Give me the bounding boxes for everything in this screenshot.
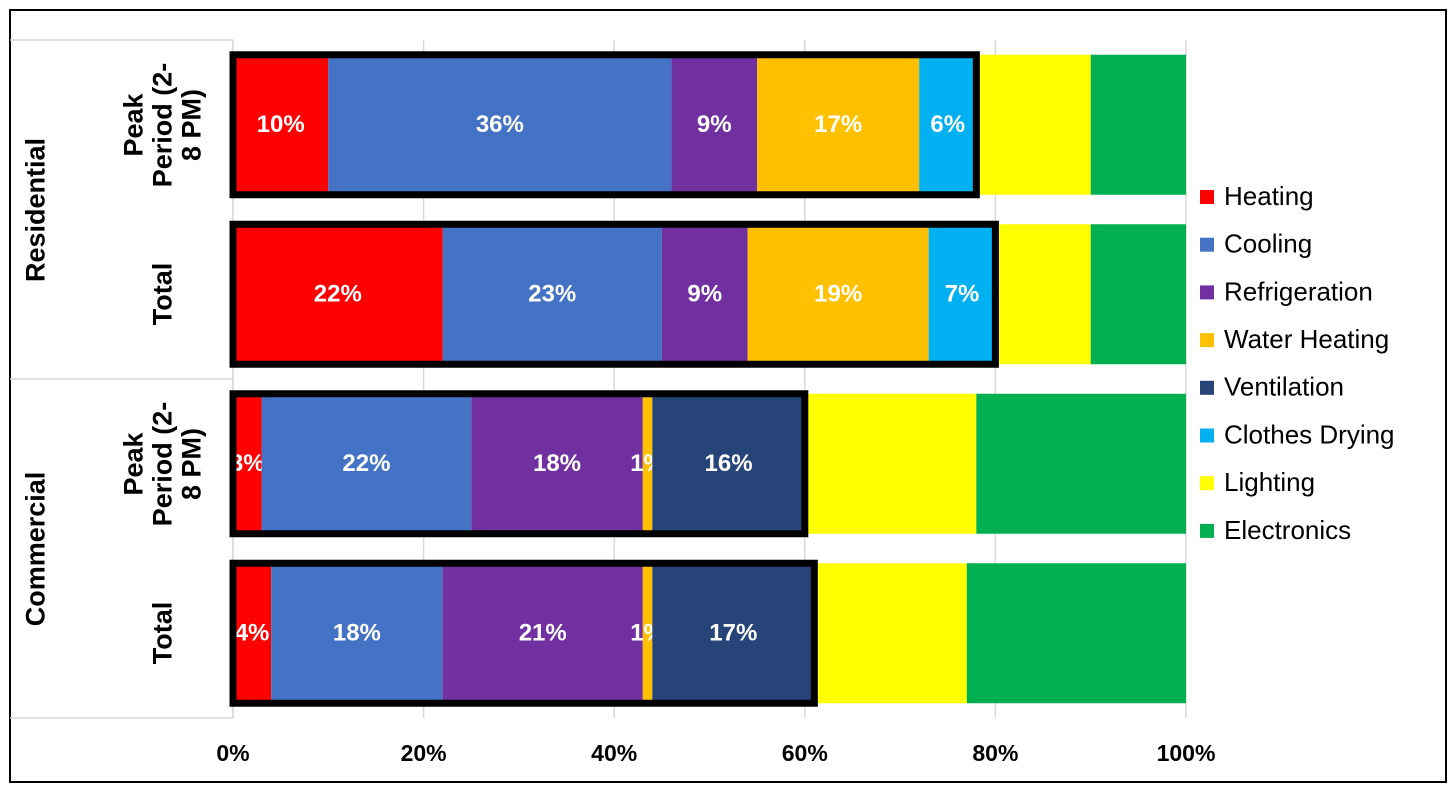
bar-segment [976, 54, 1091, 195]
bar-segment [1090, 224, 1186, 365]
legend-label: Cooling [1224, 229, 1312, 259]
highlight-outline [229, 51, 980, 199]
legend-label: Lighting [1224, 467, 1315, 497]
legend-label: Ventilation [1224, 372, 1344, 402]
legend-swatch [1200, 285, 1214, 300]
legend-swatch [1200, 333, 1214, 348]
data-label: 6% [930, 111, 965, 138]
x-tick-label: 100% [1157, 740, 1216, 766]
data-label: 22% [342, 450, 390, 477]
data-label: 10% [257, 111, 305, 138]
legend-label: Clothes Drying [1224, 419, 1395, 449]
legend-label: Electronics [1224, 515, 1351, 545]
group-label: Commercial [20, 471, 51, 626]
bar-segment [661, 224, 748, 365]
data-label: 17% [709, 620, 757, 647]
bar-segment [919, 54, 977, 195]
bar-segment [757, 54, 920, 195]
bar-segment [652, 393, 805, 534]
bar-segment [671, 54, 758, 195]
legend-swatch [1200, 380, 1214, 395]
bar-segment [233, 54, 329, 195]
highlight-outline [229, 220, 999, 368]
data-label: 18% [533, 450, 581, 477]
bar-segment [966, 563, 1186, 704]
bar-segment [233, 393, 262, 534]
bar-segment [261, 393, 472, 534]
x-tick-label: 20% [401, 740, 447, 766]
bar-segment [442, 224, 662, 365]
category-label: Total [147, 263, 178, 326]
bar-segment [271, 563, 443, 704]
data-label: 16% [705, 450, 753, 477]
bar-segment [652, 563, 815, 704]
bar-segment [233, 224, 443, 365]
category-label: Peak Period (2-8 PM) [118, 401, 207, 527]
legend-label: Refrigeration [1224, 276, 1373, 306]
legend-swatch [1200, 237, 1214, 252]
bar-segment [928, 224, 996, 365]
data-label: 4% [235, 620, 270, 647]
data-label: 7% [945, 281, 980, 308]
bar-segment [233, 563, 272, 704]
bar-segment [471, 393, 643, 534]
category-label: Total [147, 602, 178, 665]
data-label: 21% [519, 620, 567, 647]
data-label: 19% [814, 281, 862, 308]
bar-segment [642, 563, 653, 704]
x-tick-label: 40% [591, 740, 637, 766]
bar-segment [642, 393, 653, 534]
bar-segment [804, 393, 977, 534]
x-tick-label: 0% [216, 740, 249, 766]
legend-swatch [1200, 476, 1214, 491]
bar-segment [328, 54, 672, 195]
data-label: 36% [476, 111, 524, 138]
bar-segment [747, 224, 929, 365]
legend-label: Heating [1224, 181, 1314, 211]
data-label: 17% [814, 111, 862, 138]
legend-swatch [1200, 428, 1214, 443]
category-label: Peak Period (2-8 PM) [118, 62, 207, 188]
legend-swatch [1200, 190, 1214, 204]
data-label: 22% [314, 281, 362, 308]
x-tick-label: 80% [972, 740, 1018, 766]
x-tick-label: 60% [782, 740, 828, 766]
bar-segment [814, 563, 967, 704]
data-label: 9% [697, 111, 732, 138]
data-label: 18% [333, 620, 381, 647]
group-label: Residential [20, 137, 51, 282]
bar-segment [995, 224, 1091, 365]
bar-segment [442, 563, 643, 704]
highlight-outline [229, 559, 818, 707]
bar-segment [1090, 54, 1186, 195]
legend-swatch [1200, 523, 1214, 538]
data-label: 23% [528, 281, 576, 308]
data-label: 9% [687, 281, 722, 308]
bar-segment [976, 393, 1186, 534]
highlight-outline [229, 390, 809, 538]
legend-label: Water Heating [1224, 324, 1389, 354]
